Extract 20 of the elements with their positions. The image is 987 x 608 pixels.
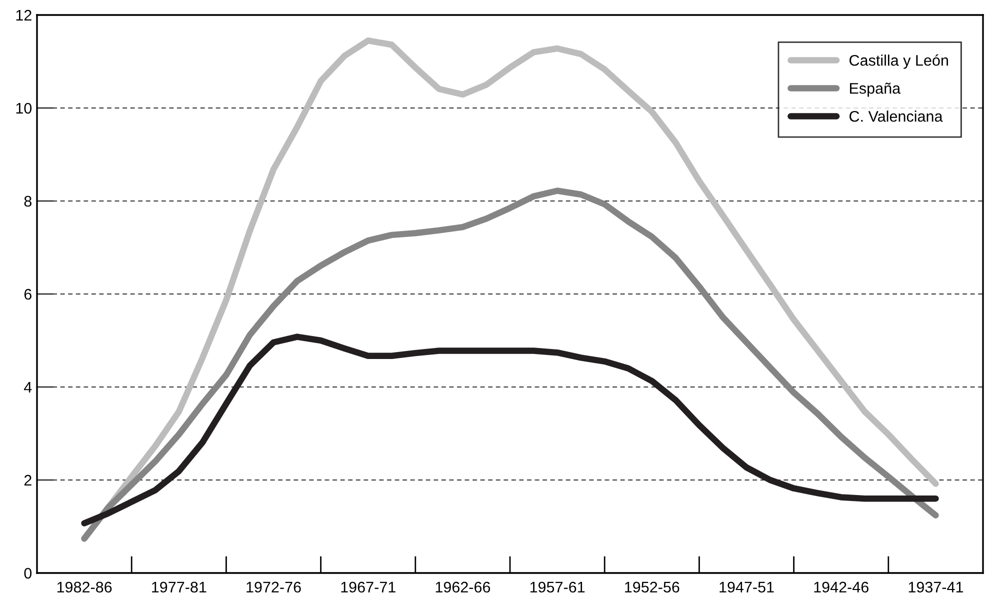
x-tick-label: 1962-66 [436, 582, 490, 593]
x-tick-label: 1942-46 [814, 582, 868, 593]
x-tick-label: 1972-76 [246, 582, 301, 593]
x-tick-label: 1977-81 [152, 582, 206, 593]
y-tick-label: 10 [16, 102, 32, 114]
x-tick-label: 1957-61 [530, 582, 585, 593]
y-tick-label: 2 [24, 474, 32, 486]
y-tick-label: 0 [24, 568, 32, 579]
legend-label: España [850, 82, 901, 97]
y-tick-label: 4 [24, 382, 32, 393]
legend-label: Castilla y León [850, 54, 948, 69]
x-tick-label: 1937-41 [908, 582, 963, 593]
x-tick-label: 1982-86 [57, 582, 112, 593]
x-tick-label: 1947-51 [720, 582, 774, 593]
x-tick-label: 1952-56 [625, 582, 680, 593]
legend-label: C. Valenciana [850, 110, 943, 122]
x-tick-label: 1967-71 [341, 582, 396, 593]
y-tick-label: 6 [24, 288, 32, 300]
y-tick-label: 12 [16, 10, 32, 21]
y-tick-label: 8 [24, 196, 32, 207]
